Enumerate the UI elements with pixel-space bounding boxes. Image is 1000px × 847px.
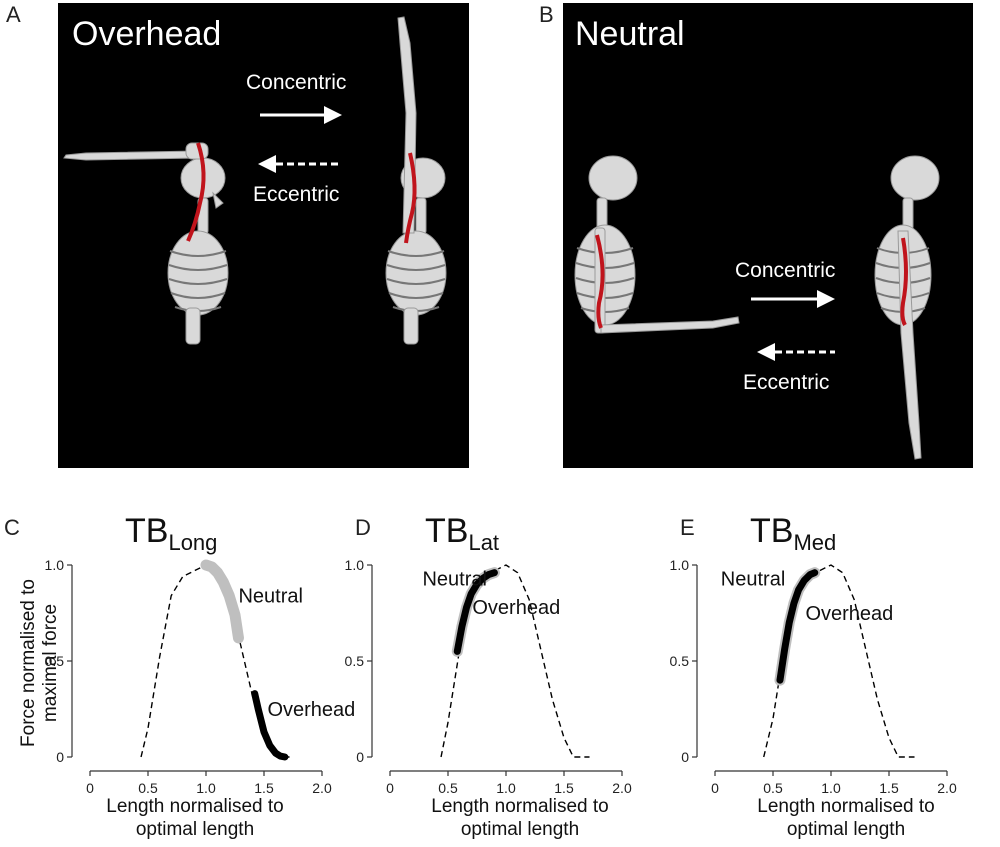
chart-title-subscript: Long [168, 530, 217, 555]
overhead-title: Overhead [72, 15, 222, 53]
chart-tb-long: TBLong 0 0.5 1.0 0 0.5 1.0 1.5 2.0 Neutral Overhea… [45, 512, 356, 796]
eccentric-label: Eccentric [253, 183, 340, 206]
annotation-neutral: Neutral [238, 586, 302, 608]
series-overhead [453, 569, 498, 655]
eccentric-label-b: Eccentric [743, 371, 830, 394]
panel-letter-b: B [539, 2, 554, 27]
chart-tb-lat: TBLat 0 0.5 1.0 0 0.5 1.0 1.5 2.0 Neutral Overhead [345, 512, 632, 796]
panel-letter-d: D [355, 515, 371, 540]
x-axis-label-e: Length normalised to optimal length [731, 795, 961, 841]
neutral-illustration [574, 155, 940, 460]
x-tick-label: 1.5 [879, 780, 899, 796]
skeleton-elbow-flexed [574, 155, 740, 334]
x-tick-label: 2.0 [612, 780, 632, 796]
y-tick-label: 0.5 [345, 653, 365, 669]
y-tick-label: 0.5 [670, 653, 690, 669]
x-tick-label: 0.5 [763, 780, 783, 796]
x-axis-label-c-line2: optimal length [135, 819, 255, 840]
x-tick-label: 0.5 [438, 780, 458, 796]
panel-letter-a: A [6, 2, 21, 27]
overhead-illustration [63, 16, 447, 345]
concentric-arrow [260, 106, 342, 124]
neutral-panel: Neutral Concentric Eccentric [563, 3, 973, 468]
y-tick-label: 1.0 [345, 557, 365, 573]
y-tick-label: 0.5 [45, 653, 65, 669]
annotation-neutral: Neutral [721, 568, 785, 590]
x-tick-label: 2.0 [312, 780, 332, 796]
y-tick-label: 1.0 [670, 557, 690, 573]
series-neutral [200, 559, 244, 644]
concentric-label-b: Concentric [735, 259, 836, 282]
annotation-overhead: Overhead [805, 603, 893, 625]
eccentric-arrow-b [757, 343, 835, 361]
x-axis-label-d-line1: Length normalised to [431, 796, 609, 817]
x-axis-label-c: Length normalised to optimal length [80, 795, 310, 841]
series-overhead [251, 690, 289, 761]
overhead-panel: Overhead Concentric Eccentric [58, 3, 469, 468]
x-tick-label: 1.5 [254, 780, 274, 796]
x-tick-label: 1.5 [554, 780, 574, 796]
annotation-neutral: Neutral [422, 568, 486, 590]
series-overhead [776, 569, 819, 684]
x-axis-label-e-line1: Length normalised to [757, 796, 935, 817]
chart-title-subscript: Med [793, 530, 836, 555]
chart-title-main: TB [750, 512, 793, 550]
muscle-neutral-flexed [595, 234, 605, 329]
x-tick-label: 0 [711, 780, 719, 796]
chart-title-main: TB [425, 512, 468, 550]
x-tick-label: 2.0 [937, 780, 957, 796]
force-length-curve [140, 564, 290, 758]
chart-tb-med: TBMed 0 0.5 1.0 0 0.5 1.0 1.5 2.0 Neutral Overhead [670, 512, 957, 796]
y-axis-label-line1: Force normalised to [18, 579, 39, 747]
y-tick-label: 0 [356, 749, 364, 765]
x-tick-label: 0 [86, 780, 94, 796]
chart-title: TBLat [425, 512, 499, 555]
muscle-neutral-extended [900, 237, 908, 326]
skeleton-arm-down [874, 155, 940, 460]
muscle-long-head-overhead [404, 152, 417, 244]
x-tick-label: 1.0 [496, 780, 516, 796]
chart-title: TBMed [750, 512, 836, 555]
chart-title-main: TB [125, 512, 168, 550]
y-tick-label: 0 [681, 749, 689, 765]
x-axis-label-c-line1: Length normalised to [106, 796, 284, 817]
y-tick-label: 0 [56, 749, 64, 765]
annotation-overhead: Overhead [472, 597, 560, 619]
x-axis-label-d: Length normalised to optimal length [405, 795, 635, 841]
chart-title: TBLong [125, 512, 217, 555]
annotation-overhead: Overhead [267, 699, 355, 721]
x-axis-label-d-line2: optimal length [460, 819, 580, 840]
panel-letter-c: C [4, 515, 20, 540]
x-axis-label-e-line2: optimal length [786, 819, 906, 840]
eccentric-arrow [258, 155, 342, 173]
concentric-label: Concentric [246, 71, 347, 94]
concentric-arrow-b [751, 290, 835, 308]
muscle-long-head [186, 142, 206, 242]
chart-title-subscript: Lat [468, 530, 499, 555]
neutral-title: Neutral [575, 15, 685, 53]
x-tick-label: 1.0 [821, 780, 841, 796]
x-tick-label: 0.5 [138, 780, 158, 796]
x-tick-label: 0 [386, 780, 394, 796]
y-tick-label: 1.0 [45, 557, 65, 573]
panel-letter-e: E [680, 515, 695, 540]
force-length-curve [440, 564, 590, 758]
x-tick-label: 1.0 [196, 780, 216, 796]
